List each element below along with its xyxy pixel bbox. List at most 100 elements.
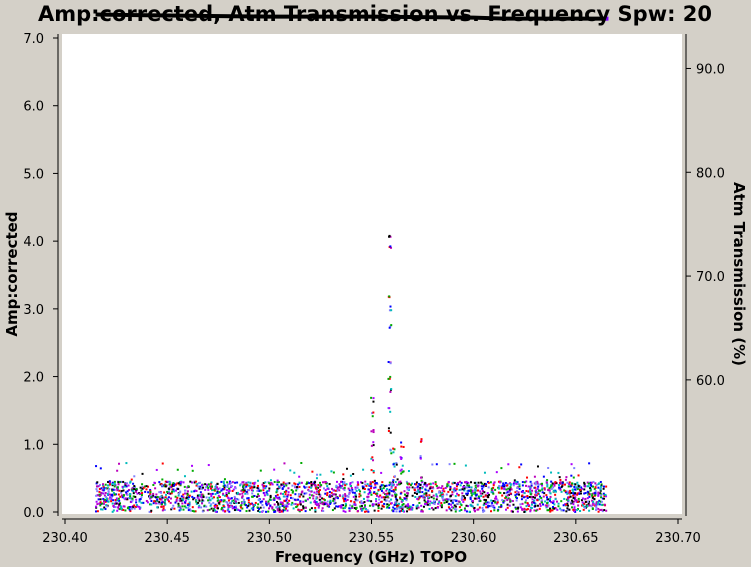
scatter-point bbox=[108, 493, 111, 496]
scatter-point bbox=[136, 492, 139, 495]
scatter-point bbox=[338, 483, 341, 486]
scatter-point bbox=[110, 496, 113, 499]
scatter-point bbox=[415, 507, 418, 510]
scatter-point bbox=[532, 496, 535, 499]
scatter-point bbox=[508, 504, 511, 507]
scatter-point bbox=[197, 501, 200, 504]
scatter-point bbox=[444, 487, 447, 490]
scatter-point bbox=[430, 501, 433, 504]
scatter-point bbox=[421, 491, 424, 494]
scatter-point bbox=[227, 508, 230, 511]
scatter-point bbox=[106, 487, 109, 490]
scatter-point bbox=[362, 486, 365, 489]
scatter-point bbox=[179, 490, 182, 493]
scatter-point bbox=[605, 485, 608, 488]
scatter-point bbox=[562, 509, 565, 512]
scatter-point bbox=[335, 496, 338, 499]
scatter-point bbox=[534, 494, 537, 497]
scatter-point bbox=[188, 494, 191, 497]
scatter-point bbox=[350, 506, 353, 509]
scatter-point bbox=[156, 495, 159, 498]
scatter-point bbox=[153, 500, 156, 503]
scatter-point bbox=[286, 482, 289, 485]
scatter-point bbox=[140, 496, 143, 499]
ticks-layer: 230.40 230.45 230.50 230.55 230.60 230.65 230.… bbox=[23, 32, 725, 546]
scatter-point bbox=[119, 505, 122, 508]
scatter-point bbox=[527, 503, 530, 506]
scatter-point bbox=[562, 504, 565, 507]
scatter-point bbox=[546, 479, 549, 482]
scatter-point bbox=[156, 506, 159, 509]
scatter-point bbox=[166, 490, 169, 493]
scatter-point bbox=[351, 481, 354, 484]
scatter-point bbox=[522, 496, 525, 499]
scatter-point bbox=[401, 499, 404, 502]
scatter-point bbox=[160, 495, 163, 498]
spike-point bbox=[393, 448, 396, 451]
scatter-point bbox=[385, 489, 388, 492]
scatter-point bbox=[478, 497, 481, 500]
scatter-point bbox=[506, 484, 509, 487]
scatter-point bbox=[431, 489, 434, 492]
scatter-point bbox=[215, 510, 218, 513]
scatter-point bbox=[530, 507, 533, 510]
scatter-point bbox=[222, 505, 225, 508]
scatter-point bbox=[187, 485, 190, 488]
scatter-point bbox=[205, 496, 208, 499]
scatter-point bbox=[477, 489, 480, 492]
scatter-point bbox=[239, 505, 242, 508]
scatter-point bbox=[380, 489, 383, 492]
scatter-point bbox=[322, 509, 325, 512]
scatter-point bbox=[462, 495, 465, 498]
scatter-point bbox=[416, 497, 419, 500]
scatter-point bbox=[342, 507, 345, 510]
scatter-point bbox=[170, 484, 173, 487]
scatter-point bbox=[539, 495, 542, 498]
scatter-point bbox=[490, 510, 493, 513]
scatter-point bbox=[245, 485, 248, 488]
scatter-point bbox=[383, 498, 386, 501]
spike-point bbox=[387, 377, 390, 380]
scatter-point bbox=[513, 479, 516, 482]
scatter-point bbox=[198, 498, 201, 501]
scatter-point bbox=[346, 498, 349, 501]
scatter-point bbox=[130, 497, 133, 500]
scatter-point bbox=[569, 501, 572, 504]
scatter-point bbox=[176, 496, 179, 499]
scatter-point bbox=[250, 502, 253, 505]
spike-point bbox=[389, 305, 392, 308]
scatter-point bbox=[176, 468, 179, 471]
scatter-point bbox=[298, 509, 301, 512]
spike-point bbox=[372, 444, 375, 447]
scatter-point bbox=[286, 495, 289, 498]
scatter-point bbox=[237, 498, 240, 501]
scatter-point bbox=[461, 492, 464, 495]
scatter-point bbox=[99, 501, 102, 504]
scatter-point bbox=[119, 495, 122, 498]
scatter-point bbox=[319, 495, 322, 498]
scatter-point bbox=[382, 496, 385, 499]
scatter-point bbox=[273, 468, 276, 471]
scatter-point bbox=[121, 496, 124, 499]
scatter-point bbox=[441, 489, 444, 492]
scatter-point bbox=[214, 487, 217, 490]
scatter-point bbox=[100, 491, 103, 494]
scatter-point bbox=[492, 482, 495, 485]
scatter-point bbox=[328, 494, 331, 497]
y2-tick-label: 90.0 bbox=[696, 62, 725, 77]
scatter-point bbox=[259, 489, 262, 492]
scatter-point bbox=[243, 501, 246, 504]
scatter-point bbox=[199, 491, 202, 494]
scatter-point bbox=[591, 493, 594, 496]
scatter-point bbox=[463, 498, 466, 501]
spike-point bbox=[372, 441, 375, 444]
scatter-point bbox=[491, 489, 494, 492]
spike-point bbox=[393, 465, 396, 468]
scatter-point bbox=[132, 506, 135, 509]
scatter-point bbox=[247, 499, 250, 502]
scatter-point bbox=[463, 489, 466, 492]
scatter-point bbox=[464, 509, 467, 512]
scatter-point bbox=[434, 481, 437, 484]
scatter-point bbox=[233, 495, 236, 498]
scatter-point bbox=[314, 510, 317, 513]
